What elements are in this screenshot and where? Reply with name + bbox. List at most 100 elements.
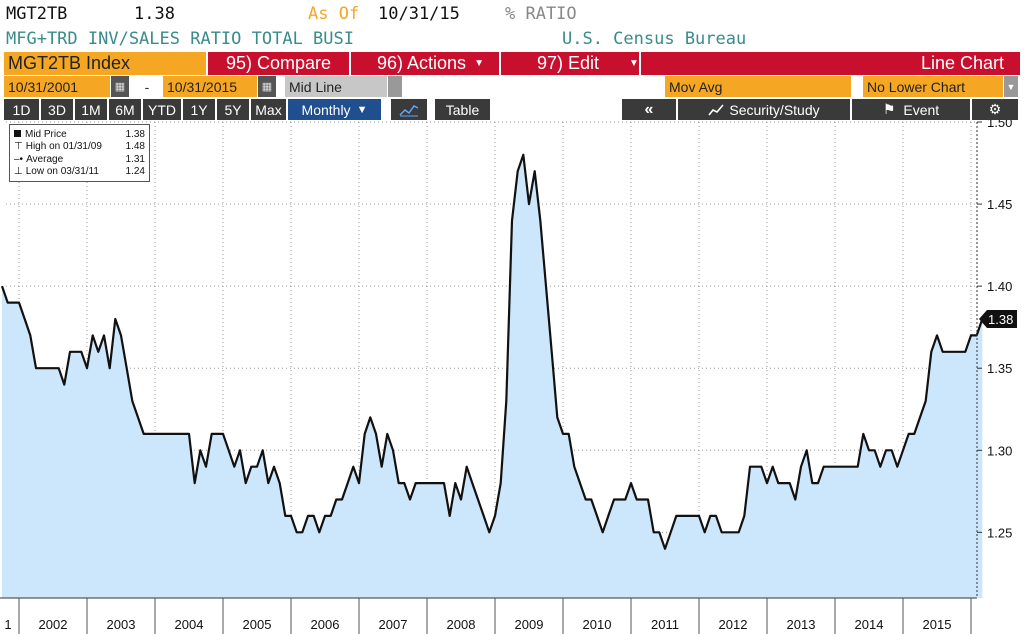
lower-chart-select[interactable]: No Lower Chart — [863, 76, 1003, 97]
period-1d[interactable]: 1D — [4, 99, 39, 120]
actions-label: 96) Actions — [377, 53, 467, 73]
mov-avg-label: Mov Avg — [669, 78, 723, 95]
chevron-down-icon: ▼ — [356, 103, 368, 116]
x-tick-label: 2004 — [175, 617, 204, 632]
legend: Mid Price 1.38 ⊤ High on 01/31/09 1.48 –•… — [9, 124, 150, 182]
x-tick-label: 1 — [4, 617, 11, 632]
frequency-select[interactable]: Monthly ▼ — [288, 99, 381, 120]
series-area — [2, 154, 983, 599]
chevron-down-icon: ▼ — [629, 58, 639, 69]
chevron-down-icon: ▼ — [474, 58, 484, 69]
start-date-field[interactable]: 10/31/2001 — [4, 76, 110, 97]
period-1m[interactable]: 1M — [75, 99, 107, 120]
x-tick-label: 2002 — [39, 617, 68, 632]
frequency-label: Monthly — [301, 101, 351, 118]
index-field[interactable]: MGT2TB Index — [4, 52, 206, 75]
calendar-icon[interactable]: ▦ — [258, 76, 276, 97]
as-of-date: 10/31/15 — [378, 4, 460, 24]
source-label: U.S. Census Bureau — [562, 29, 747, 49]
flag-icon: ⚑ — [882, 101, 896, 117]
line-chart-icon[interactable] — [391, 99, 427, 120]
x-tick-label: 2007 — [379, 617, 408, 632]
series-line — [0, 153, 984, 550]
chevron-down-icon[interactable]: ▼ — [1004, 76, 1018, 97]
legend-label: Average — [26, 153, 64, 165]
edit-label: 97) Edit — [537, 53, 600, 73]
chart-type-label: Line Chart — [920, 53, 1004, 73]
x-tick-label: 2013 — [787, 617, 816, 632]
legend-value: 1.24 — [125, 166, 145, 178]
x-tick-label: 2006 — [311, 617, 340, 632]
security-study-button[interactable]: Security/Study — [678, 99, 850, 120]
right-toolbar: « Security/Study ⚑ Event ⚙ — [622, 99, 1018, 120]
legend-value: 1.48 — [125, 141, 145, 153]
high-icon: ⊤ — [14, 141, 23, 153]
y-tick-label: 1.50 — [987, 120, 1012, 130]
legend-row-average: –• Average 1.31 — [14, 153, 145, 166]
legend-row-mid: Mid Price 1.38 — [14, 128, 145, 141]
period-ytd[interactable]: YTD — [143, 99, 181, 120]
collapse-icon[interactable]: « — [622, 99, 676, 120]
legend-row-low: ⊥ Low on 03/31/11 1.24 — [14, 166, 145, 179]
description: MFG+TRD INV/SALES RATIO TOTAL BUSI — [6, 29, 354, 49]
period-6m[interactable]: 6M — [109, 99, 141, 120]
square-icon — [14, 129, 21, 137]
table-button[interactable]: Table — [435, 99, 490, 120]
event-label: Event — [903, 101, 940, 118]
lower-chart-label: No Lower Chart — [867, 78, 966, 95]
ticker-label: MGT2TB — [6, 4, 68, 24]
last-value: 1.38 — [134, 4, 175, 24]
x-tick-label: 2005 — [243, 617, 272, 632]
y-tick-label: 1.30 — [987, 443, 1012, 458]
dropdown-arrow-icon[interactable] — [388, 76, 402, 97]
x-tick-label: 2015 — [923, 617, 952, 632]
period-3d[interactable]: 3D — [41, 99, 73, 120]
date-separator: - — [132, 76, 162, 97]
low-icon: ⊥ — [14, 166, 23, 178]
y-tick-label: 1.40 — [987, 279, 1012, 294]
actions-button[interactable]: 96) Actions ▼ — [351, 52, 499, 75]
legend-value: 1.31 — [125, 153, 145, 165]
compare-label: 95) Compare — [226, 53, 332, 73]
x-tick-label: 2008 — [447, 617, 476, 632]
price-field: Mid Line — [289, 78, 342, 95]
legend-row-high: ⊤ High on 01/31/09 1.48 — [14, 141, 145, 154]
mov-avg-field[interactable]: Mov Avg — [665, 76, 851, 97]
event-button[interactable]: ⚑ Event — [852, 99, 970, 120]
period-5y[interactable]: 5Y — [217, 99, 249, 120]
security-study-label: Security/Study — [729, 101, 820, 118]
period-buttons: 1D 3D 1M 6M YTD 1Y 5Y Max Monthly ▼ Table — [4, 99, 490, 120]
period-1y[interactable]: 1Y — [183, 99, 215, 120]
period-max[interactable]: Max — [251, 99, 286, 120]
calendar-icon[interactable]: ▦ — [111, 76, 129, 97]
legend-value: 1.38 — [125, 128, 145, 140]
last-value-marker — [979, 309, 1017, 328]
y-tick-label: 1.45 — [987, 197, 1012, 212]
x-tick-label: 2003 — [107, 617, 136, 632]
x-tick-label: 2014 — [855, 617, 884, 632]
gear-icon[interactable]: ⚙ — [972, 99, 1018, 120]
x-tick-label: 2012 — [719, 617, 748, 632]
y-tick-label: 1.35 — [987, 361, 1012, 376]
legend-label: Low on 03/31/11 — [25, 166, 99, 178]
x-tick-label: 2009 — [515, 617, 544, 632]
unit-label: % RATIO — [505, 4, 577, 24]
study-icon — [708, 103, 724, 115]
price-field-select[interactable]: Mid Line — [285, 76, 387, 97]
legend-label: Mid Price — [25, 128, 67, 140]
end-date: 10/31/2015 — [167, 78, 238, 95]
x-tick-label: 2010 — [583, 617, 612, 632]
last-value-label: 1.38 — [988, 312, 1013, 327]
start-date: 10/31/2001 — [8, 78, 79, 95]
average-icon: –• — [14, 153, 24, 165]
edit-button[interactable]: 97) Edit ▼ — [501, 52, 639, 75]
legend-label: High on 01/31/09 — [25, 141, 102, 153]
chart-type-button[interactable]: Line Chart — [641, 52, 1020, 75]
y-tick-label: 1.25 — [987, 525, 1012, 540]
line-chart: 1.50 1.45 1.40 1.35 1.30 1.25 1.38 1 2002 2003 200… — [0, 120, 1017, 634]
as-of-label: As Of — [308, 4, 360, 24]
compare-button[interactable]: 95) Compare — [208, 52, 349, 75]
end-date-field[interactable]: 10/31/2015 — [163, 76, 257, 97]
x-tick-label: 2011 — [651, 617, 679, 632]
last-value-tag: 1.38 — [979, 309, 1017, 328]
